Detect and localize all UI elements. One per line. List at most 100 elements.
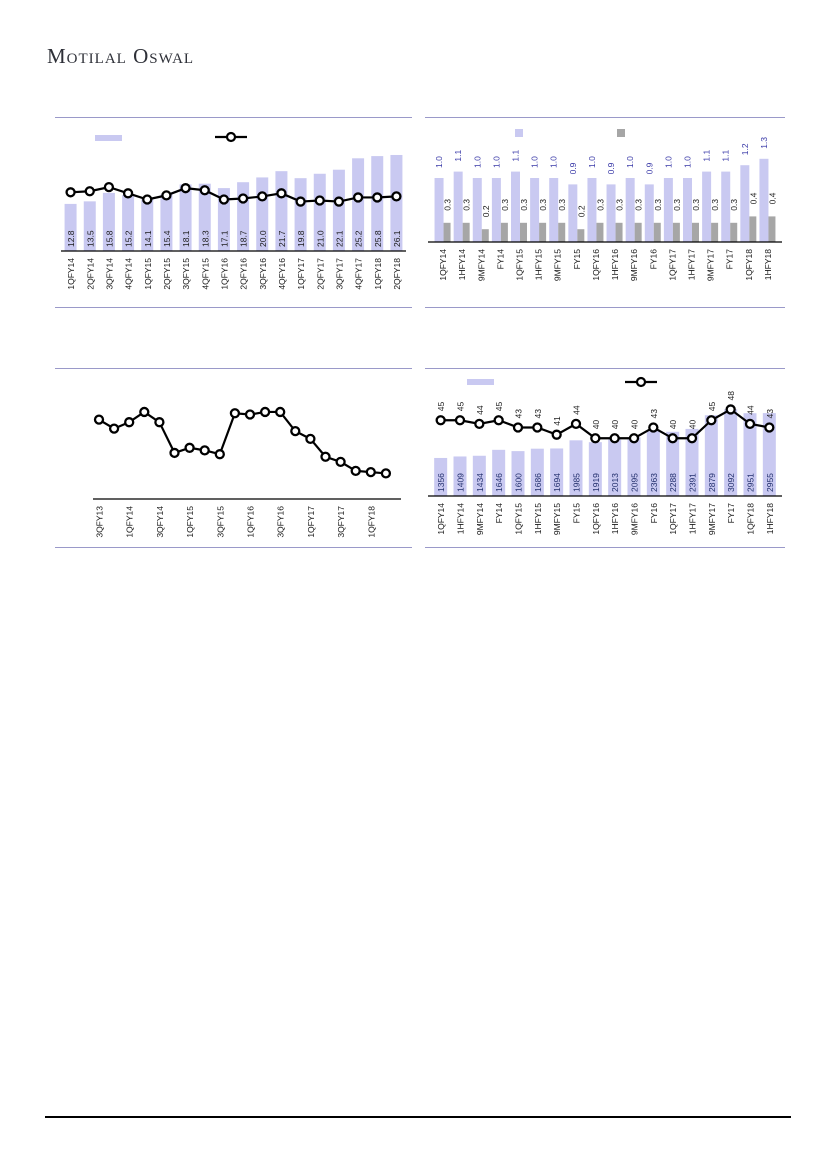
bar xyxy=(371,156,384,251)
line-marker xyxy=(218,194,230,205)
line-marker xyxy=(628,433,640,444)
chart4-plot: 45 45 44 45 43 43 41 44 40 40 40 43 40 40 45 48 44 43 1356… xyxy=(428,391,782,535)
line-marker xyxy=(372,192,383,203)
bar-value-label: 15.4 xyxy=(162,230,172,247)
line-marker xyxy=(275,406,286,418)
bar-value-label-gray: 0.3 xyxy=(615,199,625,211)
x-tick-label: 1QFY18 xyxy=(373,258,383,290)
line-marker xyxy=(276,188,287,199)
line-value-label: 45 xyxy=(707,402,717,412)
line-marker xyxy=(320,451,331,462)
bar-value-label: 1.1 xyxy=(453,150,463,162)
bar-gray xyxy=(481,229,489,242)
bar-value-label-gray: 0.3 xyxy=(729,199,739,211)
bar-gray xyxy=(768,216,776,242)
line-marker xyxy=(725,404,736,415)
bar-purple xyxy=(530,178,540,242)
bar-gray xyxy=(500,222,508,242)
line-marker xyxy=(214,449,225,460)
chart-halfyearly-bar-line: 45 45 44 45 43 43 41 44 40 40 40 43 40 40 45 48 44 43 1356… xyxy=(425,368,785,548)
bar-purple xyxy=(759,158,769,242)
x-tick-label: 4QFY15 xyxy=(200,258,210,290)
line-marker xyxy=(314,195,325,206)
bar-gray xyxy=(634,222,642,242)
bar-value-label: 2879 xyxy=(707,473,717,492)
bar-value-label: 15.2 xyxy=(124,230,134,247)
legend-bar-swatch xyxy=(467,379,494,385)
bar xyxy=(724,409,738,496)
bar-value-label: 1686 xyxy=(533,473,543,492)
x-tick-label: 1QFY18 xyxy=(744,249,754,281)
bar-value-label: 1600 xyxy=(514,473,524,492)
x-tick-label: 1HFY15 xyxy=(534,249,544,280)
line-marker xyxy=(229,408,241,419)
bar-value-label: 2951 xyxy=(746,473,756,492)
bar-gray xyxy=(692,222,699,242)
bar xyxy=(160,194,173,251)
x-tick-label: 1QFY15 xyxy=(143,258,153,290)
bar-value-label: 3092 xyxy=(726,473,736,492)
x-tick-label: FY17 xyxy=(725,249,735,270)
brand-logo: Motilal Oswal xyxy=(47,44,195,68)
bar-gray xyxy=(672,222,680,242)
line-marker xyxy=(706,415,717,426)
bar-purple xyxy=(625,178,635,242)
bar xyxy=(313,173,326,251)
bar-value-label: 1.0 xyxy=(663,156,673,168)
bar-value-label-gray: 0.4 xyxy=(767,192,777,204)
line-swatch-icon xyxy=(215,131,247,143)
x-tick-label: 3QFY17 xyxy=(334,258,344,290)
x-tick-label: 1HFY17 xyxy=(687,249,697,280)
gray-swatch-icon xyxy=(617,129,625,137)
x-tick-label: FY16 xyxy=(648,249,658,270)
bar-value-label: 1.1 xyxy=(511,150,521,162)
bar-value-label-gray: 0.3 xyxy=(443,199,453,211)
line-value-label: 45 xyxy=(436,402,446,412)
x-tick-label: 9MFY16 xyxy=(629,249,639,281)
line-marker xyxy=(493,415,504,426)
x-tick-label: 1QFY15 xyxy=(514,503,524,535)
line-value-label: 48 xyxy=(726,391,736,401)
bar-value-label: 1.0 xyxy=(625,156,635,168)
x-tick-label: 3QFY14 xyxy=(155,506,165,538)
bar-value-label: 1.1 xyxy=(702,150,712,162)
bar xyxy=(352,158,365,251)
bar-value-label: 13.5 xyxy=(85,230,95,247)
x-tick-label: FY17 xyxy=(726,503,736,524)
x-tick-label: 1HFY15 xyxy=(533,503,543,534)
line-marker xyxy=(244,409,256,420)
x-tick-label: 1QFY16 xyxy=(219,258,229,290)
bar-value-label-gray: 0.3 xyxy=(557,199,567,211)
bar-value-label: 18.3 xyxy=(200,230,210,247)
x-tick-label: 1QFY17 xyxy=(296,258,306,290)
x-tick-label: 3QFY16 xyxy=(258,258,268,290)
bar-gray xyxy=(596,222,604,242)
bar-value-label: 1.0 xyxy=(472,156,482,168)
bar xyxy=(492,449,506,496)
bar-value-label: 21.0 xyxy=(315,230,325,247)
bar-value-label: 1434 xyxy=(475,473,485,492)
bar xyxy=(122,195,135,251)
line-marker xyxy=(333,196,345,207)
x-tick-label: 1QFY15 xyxy=(515,249,525,281)
line-marker xyxy=(590,433,601,444)
x-tick-label: 2QFY16 xyxy=(239,258,249,290)
bar-gray xyxy=(539,222,547,242)
x-tick-label: FY14 xyxy=(494,503,504,524)
bar-swatch-icon xyxy=(95,135,122,141)
legend-purple-swatch xyxy=(515,129,523,137)
x-tick-label: 1QFY16 xyxy=(591,503,601,535)
line-marker xyxy=(744,418,756,430)
bar-value-label: 1.3 xyxy=(759,137,769,149)
line-marker xyxy=(295,196,306,207)
bar xyxy=(511,451,525,496)
x-tick-label: 9MFY17 xyxy=(707,503,717,535)
bar-purple xyxy=(434,178,444,242)
x-tick-label: 4QFY17 xyxy=(354,258,364,290)
bar xyxy=(762,413,776,496)
bar-value-label: 19.8 xyxy=(296,230,306,247)
bar-purple xyxy=(702,171,712,242)
bar xyxy=(294,178,307,251)
bar xyxy=(83,201,96,251)
x-tick-label: 1QFY16 xyxy=(591,249,601,281)
